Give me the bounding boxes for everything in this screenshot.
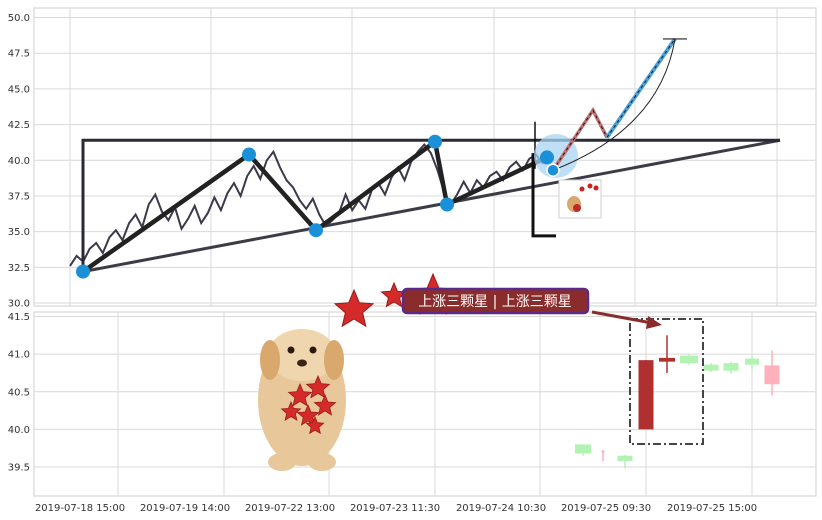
x-tick-label: 2019-07-24 10:30 <box>456 503 546 514</box>
candle-body <box>745 358 759 365</box>
x-axis: 2019-07-18 15:00 2019-07-19 14:00 2019-07-… <box>35 503 757 514</box>
price-line <box>69 142 550 267</box>
candle-body <box>680 355 698 364</box>
candle-body <box>575 444 591 454</box>
red-star-icon <box>287 382 313 407</box>
support-trend-line <box>82 138 781 274</box>
pivot-marker <box>440 197 454 212</box>
y-tick-label-top: 42.5 <box>8 120 30 131</box>
x-tick-label: 2019-07-19 14:00 <box>140 503 230 514</box>
x-tick-label: 2019-07-22 13:00 <box>245 503 335 514</box>
candle-body <box>703 364 719 371</box>
annotation-arrow-head <box>646 316 662 329</box>
puppy-paw-icon <box>268 453 296 471</box>
zigzag-pattern-line <box>81 139 548 274</box>
y-tick-label-top: 40.0 <box>8 156 30 167</box>
annotation-banner: 上涨三颗星 | 上涨三颗星 <box>401 287 590 315</box>
bottom-panel: 39.5 40.0 40.5 41.0 41.5 <box>8 310 817 497</box>
red-star-icon <box>313 393 337 416</box>
mini-star-icon <box>579 186 585 192</box>
y-tick-label-top: 32.5 <box>8 263 30 274</box>
red-star-icon <box>280 400 302 421</box>
y-tick-label-top: 45.0 <box>8 84 30 95</box>
y-tick-label-bottom: 41.0 <box>8 350 30 361</box>
y-tick-label-top: 37.5 <box>8 191 30 202</box>
red-star-icon <box>333 288 375 328</box>
y-tick-label-top: 50.0 <box>8 13 30 24</box>
y-tick-label-bottom: 39.5 <box>8 463 30 474</box>
mini-star-icon <box>593 185 599 191</box>
pivot-marker <box>76 264 90 279</box>
bottom-panel-frame <box>33 311 817 497</box>
x-tick-label: 2019-07-18 15:00 <box>35 503 125 514</box>
red-star-icon <box>305 374 331 399</box>
annotation-banner-text: 上涨三颗星 | 上涨三颗星 <box>418 294 572 310</box>
candle-body <box>601 450 605 453</box>
annotation-banner-box <box>401 287 590 315</box>
puppy-nose-icon <box>297 359 307 367</box>
annotation-arrow-line <box>591 310 653 325</box>
x-tick-label: 2019-07-23 11:30 <box>350 503 440 514</box>
pivot-marker <box>309 223 323 238</box>
pivot-marker <box>428 134 442 149</box>
pivot-marker <box>242 147 256 162</box>
puppy-sticker-small-heart <box>573 204 581 212</box>
puppy-sticker-small-frame <box>558 179 602 219</box>
candle-body <box>723 363 739 371</box>
breakout-highlight <box>534 133 578 178</box>
y-tick-label-top: 47.5 <box>8 49 30 60</box>
puppy-paw-icon <box>308 453 336 471</box>
puppy-ear-icon <box>324 340 344 380</box>
red-star-icon <box>296 403 320 426</box>
pattern-highlight-box <box>629 318 704 445</box>
candle-body <box>638 360 654 430</box>
puppy-head-icon <box>268 329 336 381</box>
x-tick-label: 2019-07-25 15:00 <box>667 503 757 514</box>
candle-body <box>617 455 633 461</box>
top-panel: 30.0 32.5 35.0 37.5 40.0 42.5 45.0 47.5 50.0 <box>8 7 817 310</box>
projection-arc <box>552 38 676 171</box>
y-tick-label-top: 30.0 <box>8 299 30 310</box>
red-star-icon <box>305 415 325 435</box>
y-tick-label-bottom: 40.5 <box>8 387 30 398</box>
pivot-marker <box>540 150 554 165</box>
projection-blue-dash <box>606 38 676 138</box>
y-tick-label-bottom: 40.0 <box>8 425 30 436</box>
y-tick-label-bottom: 41.5 <box>8 312 30 323</box>
puppy-eye-icon <box>287 346 295 354</box>
candle-body <box>659 357 675 362</box>
puppy-eye-icon <box>309 346 317 354</box>
mini-star-icon <box>587 183 593 189</box>
puppy-ear-icon <box>260 340 280 380</box>
y-tick-label-top: 35.0 <box>8 227 30 238</box>
breakout-bracket <box>531 153 556 238</box>
x-tick-label: 2019-07-25 09:30 <box>561 503 651 514</box>
pivot-marker <box>546 163 560 177</box>
candle-body <box>764 365 780 385</box>
projection-red-dash <box>552 109 608 171</box>
